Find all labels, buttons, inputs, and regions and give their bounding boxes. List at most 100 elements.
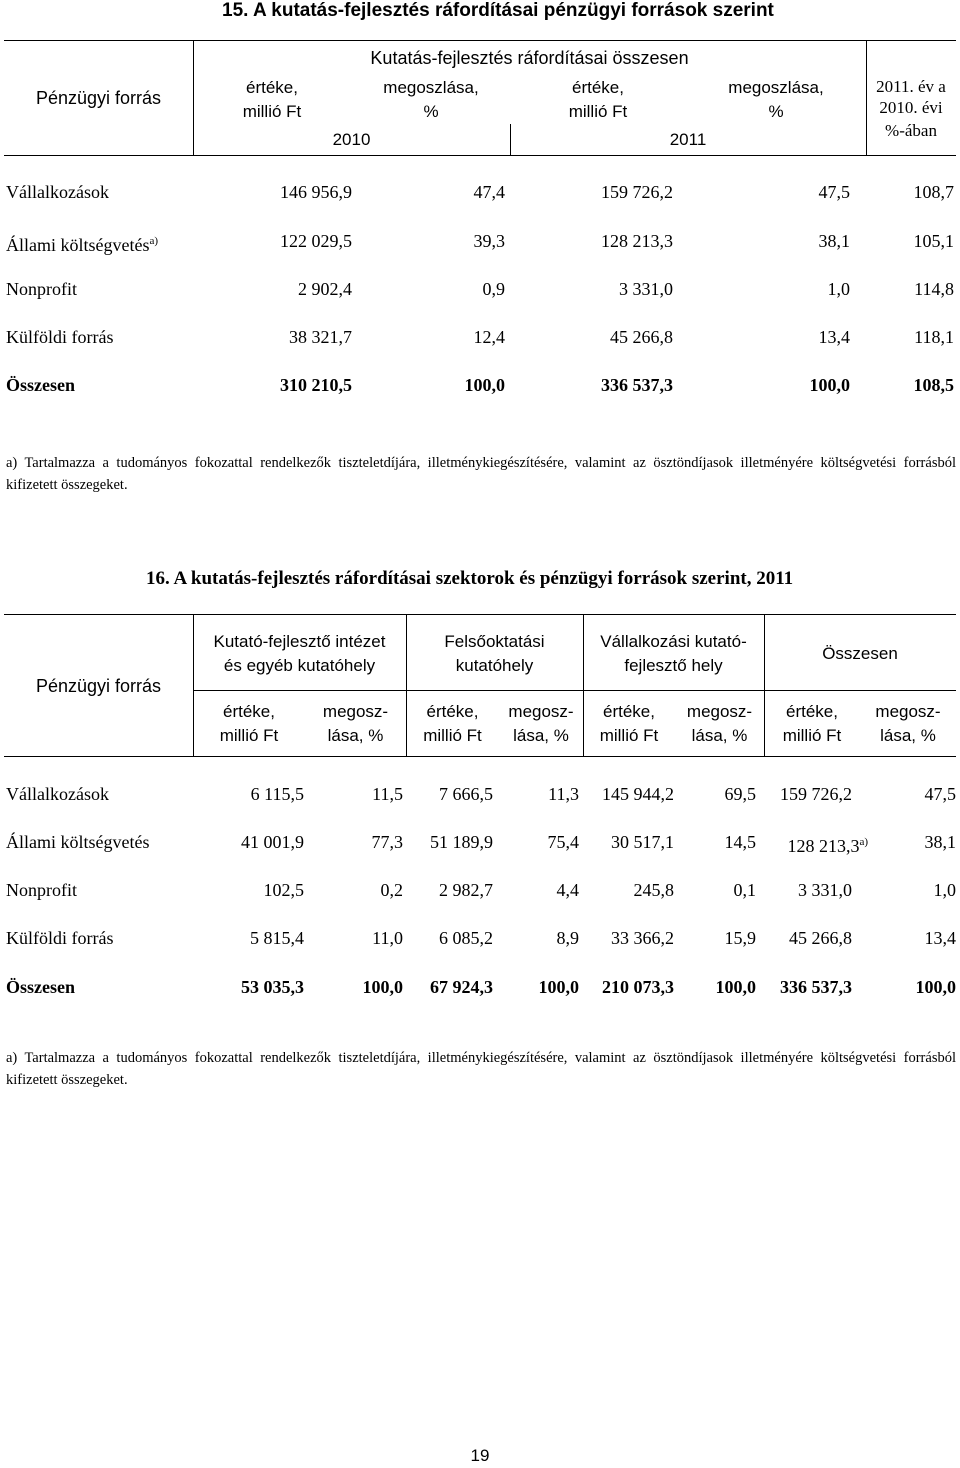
table15-col4-header: megoszlása,% — [728, 78, 824, 121]
table15-col2-header: megoszlása,% — [383, 78, 479, 121]
share-cell: 100,0 — [915, 977, 957, 997]
table16-label-divider — [193, 614, 194, 756]
table15-year-divider — [510, 124, 511, 155]
share-cell: 75,4 — [547, 832, 580, 852]
table15-year-2010: 2010 — [332, 130, 371, 149]
table16-group-header: Vállalkozási kutató-fejlesztő hely — [600, 632, 747, 675]
share-cell: 47,5 — [924, 784, 957, 804]
table15-year-2011: 2011 — [669, 130, 707, 149]
table16-share-header: megosz-lása, % — [686, 702, 753, 745]
value-cell: 245,8 — [633, 880, 675, 900]
value-cell: 51 189,9 — [430, 832, 493, 852]
share-cell: 0,1 — [733, 880, 757, 900]
share-cell: 8,9 — [556, 928, 580, 948]
share-cell: 38,1 — [924, 832, 957, 852]
value-cell: 6 085,2 — [439, 928, 493, 948]
table16-group-divider — [583, 614, 584, 756]
table16-share-header: megosz-lása, % — [508, 702, 574, 745]
value-cell: 2 902,4 — [298, 279, 352, 299]
table15-top-border — [4, 40, 956, 41]
row-label: Vállalkozások — [6, 784, 109, 804]
share-cell: 12,4 — [473, 327, 506, 347]
table15-col1-header: értéke, millió Ft — [242, 78, 302, 121]
share-cell: 11,5 — [372, 784, 403, 804]
row-label: Külföldi forrás — [6, 327, 114, 347]
table16-top-border — [4, 614, 956, 615]
share-cell: 1,0 — [933, 880, 957, 900]
row-label: Összesen — [6, 977, 75, 997]
value-cell: 210 073,3 — [602, 977, 674, 997]
value-cell: 3 331,0 — [798, 880, 852, 900]
share-cell: 14,5 — [724, 832, 757, 852]
table15-label-divider — [193, 40, 194, 155]
row-label: Nonprofit — [6, 880, 77, 900]
share-cell: 0,9 — [482, 279, 506, 299]
value-cell: 2 982,7 — [439, 880, 493, 900]
share-cell: 11,0 — [372, 928, 403, 948]
table15-title: 15. A kutatás-fejlesztés ráfordításai pé… — [222, 0, 774, 21]
value-cell: 128 213,3a) — [787, 836, 868, 856]
table16-subheader-border — [193, 690, 956, 691]
table15-last-col-divider — [866, 40, 867, 155]
row-label: Vállalkozások — [6, 182, 109, 202]
table15-row-label-header: Pénzügyi forrás — [35, 88, 162, 108]
share-cell: 100,0 — [464, 375, 506, 395]
row-label: Külföldi forrás — [6, 928, 114, 948]
table15-col5-header: 2011. év a 2010. évi %-ában — [876, 77, 946, 140]
value-cell: 33 366,2 — [611, 928, 674, 948]
value-cell: 102,5 — [263, 880, 305, 900]
value-cell: 53 035,3 — [241, 977, 304, 997]
table15-header-bottom-border — [4, 155, 956, 156]
share-cell: 39,3 — [473, 231, 506, 251]
share-cell: 15,9 — [724, 928, 757, 948]
value-cell: 310 210,5 — [280, 375, 352, 395]
index-cell: 105,1 — [913, 231, 955, 251]
value-cell: 146 956,9 — [280, 182, 352, 202]
value-cell: 38 321,7 — [289, 327, 352, 347]
table16-group-header: Felsőoktatási kutatóhely — [444, 632, 545, 675]
share-cell: 77,3 — [371, 832, 404, 852]
share-cell: 100,0 — [538, 977, 580, 997]
value-cell: 159 726,2 — [601, 182, 673, 202]
share-cell: 100,0 — [715, 977, 757, 997]
share-cell: 4,4 — [556, 880, 580, 900]
table16-value-header: értéke, millió Ft — [219, 702, 279, 745]
table16-group-header: Kutató-fejlesztő intézet és egyéb kutatóh… — [213, 632, 386, 675]
value-cell: 45 266,8 — [610, 327, 673, 347]
share-cell: 100,0 — [362, 977, 404, 997]
value-cell: 30 517,1 — [611, 832, 674, 852]
value-cell: 159 726,2 — [780, 784, 852, 804]
share-cell: 13,4 — [818, 327, 851, 347]
share-cell: 38,1 — [818, 231, 851, 251]
share-cell: 1,0 — [827, 279, 851, 299]
value-cell: 128 213,3 — [601, 231, 673, 251]
index-cell: 108,5 — [913, 375, 955, 395]
table16-value-header: értéke, millió Ft — [782, 702, 842, 745]
share-cell: 47,5 — [818, 182, 851, 202]
value-cell: 5 815,4 — [250, 928, 304, 948]
table16-value-header: értéke, millió Ft — [423, 702, 482, 745]
page-number: 19 — [470, 1446, 490, 1465]
table16-share-header: megosz-lása, % — [875, 702, 941, 745]
table16-footnote: a) Tartalmazza a tudományos fokozattal r… — [6, 1050, 956, 1088]
value-cell: 336 537,3 — [780, 977, 852, 997]
row-label: Összesen — [6, 375, 75, 395]
table16-header-bottom-border — [4, 756, 956, 757]
table16-value-header: értéke, millió Ft — [599, 702, 659, 745]
table16-title: 16. A kutatás-fejlesztés ráfordításai sz… — [146, 568, 794, 589]
share-cell: 13,4 — [924, 928, 957, 948]
index-cell: 118,1 — [914, 327, 954, 347]
value-cell: 7 666,5 — [439, 784, 493, 804]
share-cell: 69,5 — [724, 784, 757, 804]
table16-share-header: megosz-lása, % — [322, 702, 389, 745]
value-cell: 6 115,5 — [250, 784, 304, 804]
value-cell: 45 266,8 — [789, 928, 852, 948]
table16-group-header: Összesen — [822, 644, 898, 663]
index-cell: 114,8 — [914, 279, 954, 299]
share-cell: 100,0 — [809, 375, 851, 395]
table15-footnote: a) Tartalmazza a tudományos fokozattal r… — [6, 455, 956, 493]
value-cell: 3 331,0 — [619, 279, 673, 299]
share-cell: 47,4 — [473, 182, 506, 202]
value-cell: 122 029,5 — [280, 231, 352, 251]
value-cell: 336 537,3 — [601, 375, 673, 395]
